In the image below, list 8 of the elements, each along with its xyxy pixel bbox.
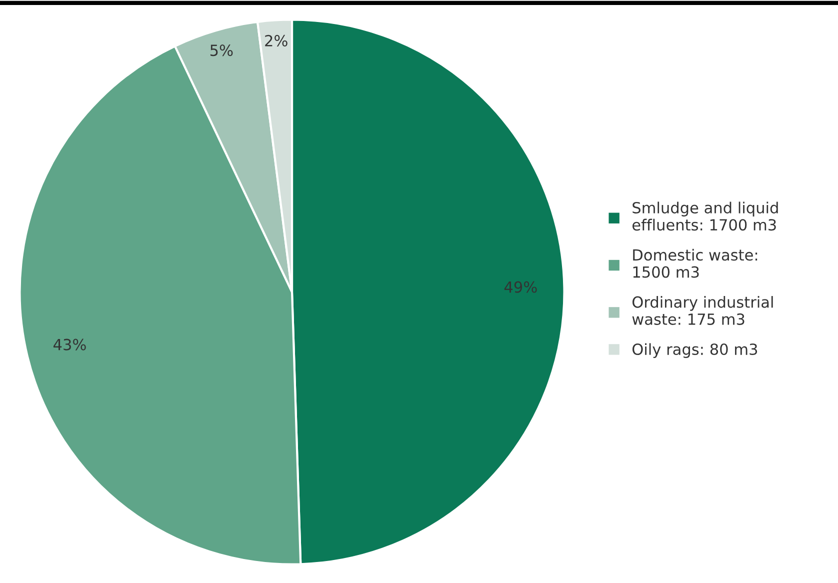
- legend-label: Smludge and liquid effluents: 1700 m3: [632, 202, 778, 231]
- legend-label: Ordinary industrial waste: 175 m3: [632, 296, 773, 325]
- data-label: 43%: [54, 338, 86, 350]
- data-label: 5%: [210, 44, 233, 56]
- data-label: 49%: [504, 281, 537, 293]
- legend-label: Domestic waste: 1500 m3: [633, 248, 758, 278]
- data-label: 2%: [265, 34, 288, 46]
- legend-label: Oily rags: 80 m3: [632, 343, 758, 358]
